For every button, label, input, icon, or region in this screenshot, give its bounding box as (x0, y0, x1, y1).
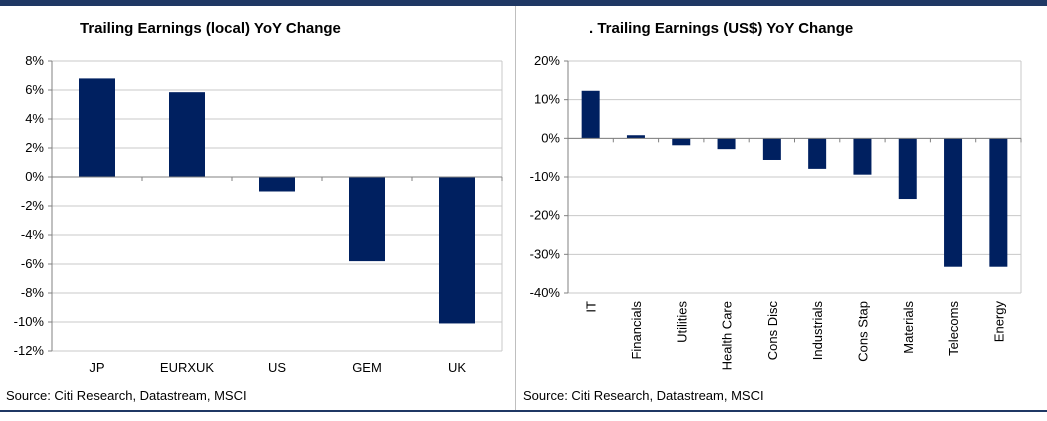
y-tick-label: -8% (21, 285, 45, 300)
panel-divider (515, 6, 516, 410)
right-chart-title: . Trailing Earnings (US$) YoY Change (589, 20, 854, 37)
y-tick-label: 20% (534, 53, 560, 68)
top-rule (0, 0, 1047, 6)
bar-it (581, 90, 600, 139)
y-tick-label: -20% (530, 208, 561, 223)
y-tick-label: 0% (25, 169, 44, 184)
y-tick-label: -12% (14, 343, 45, 358)
bar-us (259, 177, 295, 192)
bar-eurxuk (169, 92, 205, 177)
x-tick-label: Cons Stap (855, 301, 870, 362)
bar-jp (79, 78, 115, 177)
left-source-note: Source: Citi Research, Datastream, MSCI (6, 388, 247, 403)
bar-health-care (717, 138, 736, 150)
right-chart-panel: . Trailing Earnings (US$) YoY Change 20%… (515, 6, 1047, 410)
y-tick-label: 6% (25, 82, 44, 97)
bar-industrials (808, 138, 827, 169)
bottom-rule (0, 410, 1047, 412)
bar-uk (439, 177, 475, 324)
y-tick-label: -10% (530, 169, 561, 184)
x-tick-label: Health Care (720, 301, 735, 370)
x-tick-label: Materials (901, 301, 916, 354)
x-tick-label: US (268, 360, 286, 375)
left-bar-chart: 8% 6% 4% 2% 0% -2% -4% -6% -8% -10% -12% JP EURXUK US… (14, 53, 503, 375)
x-tick-label: Cons Disc (765, 301, 780, 361)
y-tick-label: 10% (534, 92, 560, 107)
x-tick-label: Energy (991, 301, 1006, 343)
y-tick-label: -10% (14, 314, 45, 329)
x-tick-label: Utilities (674, 301, 689, 343)
y-tick-label: 0% (541, 130, 560, 145)
y-tick-label: -40% (530, 285, 561, 300)
x-tick-label: UK (448, 360, 466, 375)
x-tick-label: JP (89, 360, 104, 375)
y-tick-label: 2% (25, 140, 44, 155)
right-bar-chart: 20% 10% 0% -10% -20% -30% -40% IT Financials Util… (530, 53, 1022, 370)
y-tick-label: 8% (25, 53, 44, 68)
x-tick-label: EURXUK (160, 360, 215, 375)
right-source-note: Source: Citi Research, Datastream, MSCI (523, 388, 764, 403)
bar-gem (349, 177, 385, 262)
x-tick-label: Industrials (810, 301, 825, 361)
bar-utilities (672, 138, 691, 146)
bar-materials (898, 138, 917, 200)
x-tick-label: Telecoms (946, 301, 961, 356)
bar-cons-disc (762, 138, 781, 160)
bar-financials (626, 135, 645, 139)
y-tick-label: -6% (21, 256, 45, 271)
y-tick-label: -2% (21, 198, 45, 213)
bar-energy (989, 138, 1008, 267)
x-tick-label: GEM (352, 360, 382, 375)
bar-telecoms (944, 138, 963, 267)
y-tick-label: 4% (25, 111, 44, 126)
y-tick-label: -30% (530, 246, 561, 261)
x-tick-label: Financials (629, 301, 644, 360)
left-chart-title: Trailing Earnings (local) YoY Change (80, 20, 341, 37)
bar-cons-stap (853, 138, 872, 175)
x-tick-label: IT (584, 301, 599, 313)
left-chart-panel: Trailing Earnings (local) YoY Change 8% 6… (0, 6, 515, 410)
y-tick-label: -4% (21, 227, 45, 242)
